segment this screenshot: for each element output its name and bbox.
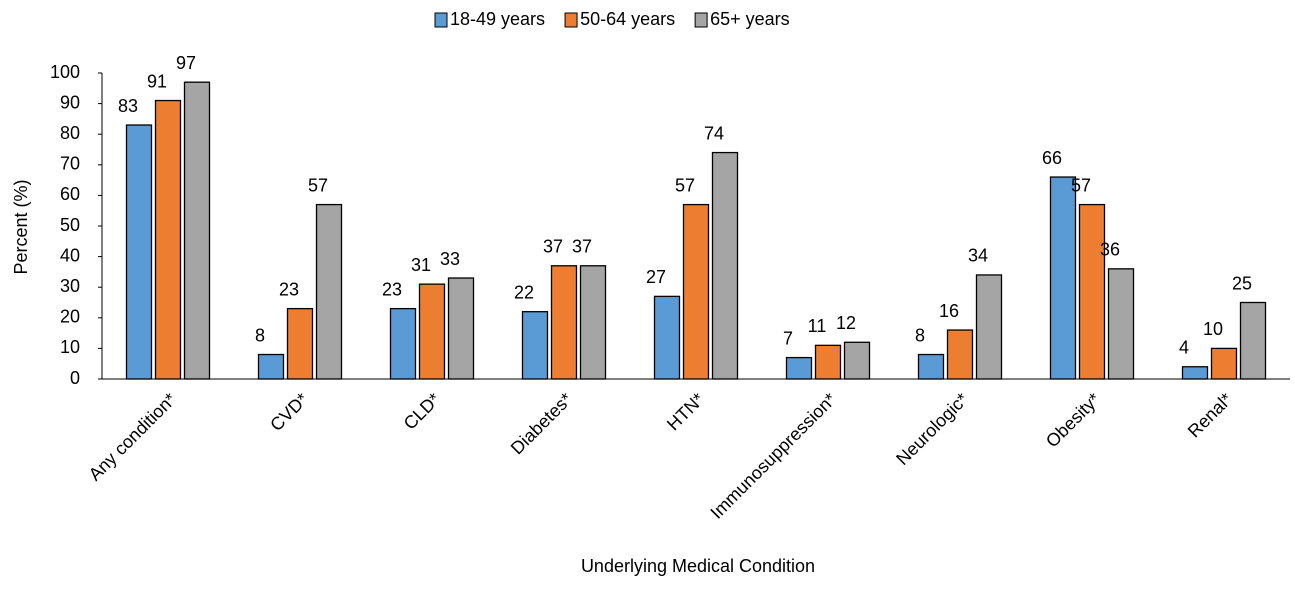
value-label: 91 xyxy=(147,71,167,91)
value-label: 27 xyxy=(646,267,666,287)
value-label: 57 xyxy=(1071,175,1091,195)
y-tick-label: 30 xyxy=(60,276,80,296)
bar xyxy=(682,203,710,380)
value-label: 36 xyxy=(1100,240,1120,260)
bar xyxy=(154,99,182,380)
value-label: 11 xyxy=(808,316,827,336)
bar xyxy=(814,344,842,380)
y-tick-label: 50 xyxy=(60,215,80,235)
value-label: 7 xyxy=(783,328,793,348)
value-label: 74 xyxy=(704,123,724,143)
value-label: 57 xyxy=(675,175,695,195)
x-tick-label: Obesity* xyxy=(1042,389,1104,451)
value-label: 8 xyxy=(915,325,925,345)
bar xyxy=(447,277,475,380)
x-tick-label: Immunosuppression* xyxy=(706,389,840,523)
legend-swatch xyxy=(564,12,578,28)
bar xyxy=(843,341,871,380)
value-label: 57 xyxy=(308,175,328,195)
legend-swatch xyxy=(694,12,708,28)
value-label: 23 xyxy=(279,279,299,299)
y-tick-label: 40 xyxy=(60,245,80,265)
value-label: 10 xyxy=(1203,319,1223,339)
bar xyxy=(785,356,813,380)
y-axis-title: Percent (%) xyxy=(11,179,31,274)
value-label: 22 xyxy=(514,282,534,302)
y-tick-label: 100 xyxy=(50,62,80,82)
bar xyxy=(125,124,153,380)
x-axis-title: Underlying Medical Condition xyxy=(581,556,815,576)
x-tick-label: Neurologic* xyxy=(892,389,972,469)
bar xyxy=(1078,203,1106,380)
y-tick-label: 10 xyxy=(60,337,80,357)
x-tick-label: Diabetes* xyxy=(507,389,576,458)
bar xyxy=(550,265,578,380)
value-label: 37 xyxy=(543,237,563,257)
legend-swatch xyxy=(434,12,448,28)
bar xyxy=(1049,176,1077,380)
bar xyxy=(1181,366,1209,380)
x-tick-label: Any condition* xyxy=(85,389,181,485)
bar xyxy=(711,151,739,380)
value-label: 66 xyxy=(1042,148,1062,168)
x-tick-label: HTN* xyxy=(663,389,708,434)
bar xyxy=(653,295,681,380)
value-label: 8 xyxy=(255,325,265,345)
y-tick-label: 60 xyxy=(60,184,80,204)
bar xyxy=(1239,301,1267,380)
value-label: 4 xyxy=(1179,338,1189,358)
legend-label: 65+ years xyxy=(710,9,790,29)
bar xyxy=(975,274,1003,380)
x-tick-label: Renal* xyxy=(1184,389,1236,441)
y-tick-label: 0 xyxy=(70,368,80,388)
y-tick-label: 90 xyxy=(60,92,80,112)
bar xyxy=(315,203,343,380)
value-label: 33 xyxy=(440,249,460,269)
x-tick-label: CVD* xyxy=(266,389,312,435)
y-tick-label: 80 xyxy=(60,123,80,143)
value-label: 31 xyxy=(411,255,431,275)
bar xyxy=(579,265,607,380)
bar xyxy=(183,81,211,380)
x-tick-label: CLD* xyxy=(400,389,445,434)
bar xyxy=(1107,268,1135,380)
value-label: 16 xyxy=(939,301,959,321)
value-label: 37 xyxy=(572,237,592,257)
value-label: 83 xyxy=(118,96,138,116)
value-label: 12 xyxy=(836,313,856,333)
value-label: 23 xyxy=(382,279,402,299)
value-label: 34 xyxy=(968,246,988,266)
bar xyxy=(1210,347,1238,380)
legend-label: 50-64 years xyxy=(580,9,675,29)
bar xyxy=(257,353,285,380)
legend-label: 18-49 years xyxy=(450,9,545,29)
bar xyxy=(521,311,549,380)
value-label: 97 xyxy=(176,53,196,73)
bar xyxy=(286,307,314,380)
bar xyxy=(389,307,417,380)
bar xyxy=(946,329,974,380)
y-tick-label: 20 xyxy=(60,307,80,327)
y-tick-label: 70 xyxy=(60,154,80,174)
bar xyxy=(418,283,446,380)
value-label: 25 xyxy=(1232,273,1252,293)
bar xyxy=(917,353,945,380)
